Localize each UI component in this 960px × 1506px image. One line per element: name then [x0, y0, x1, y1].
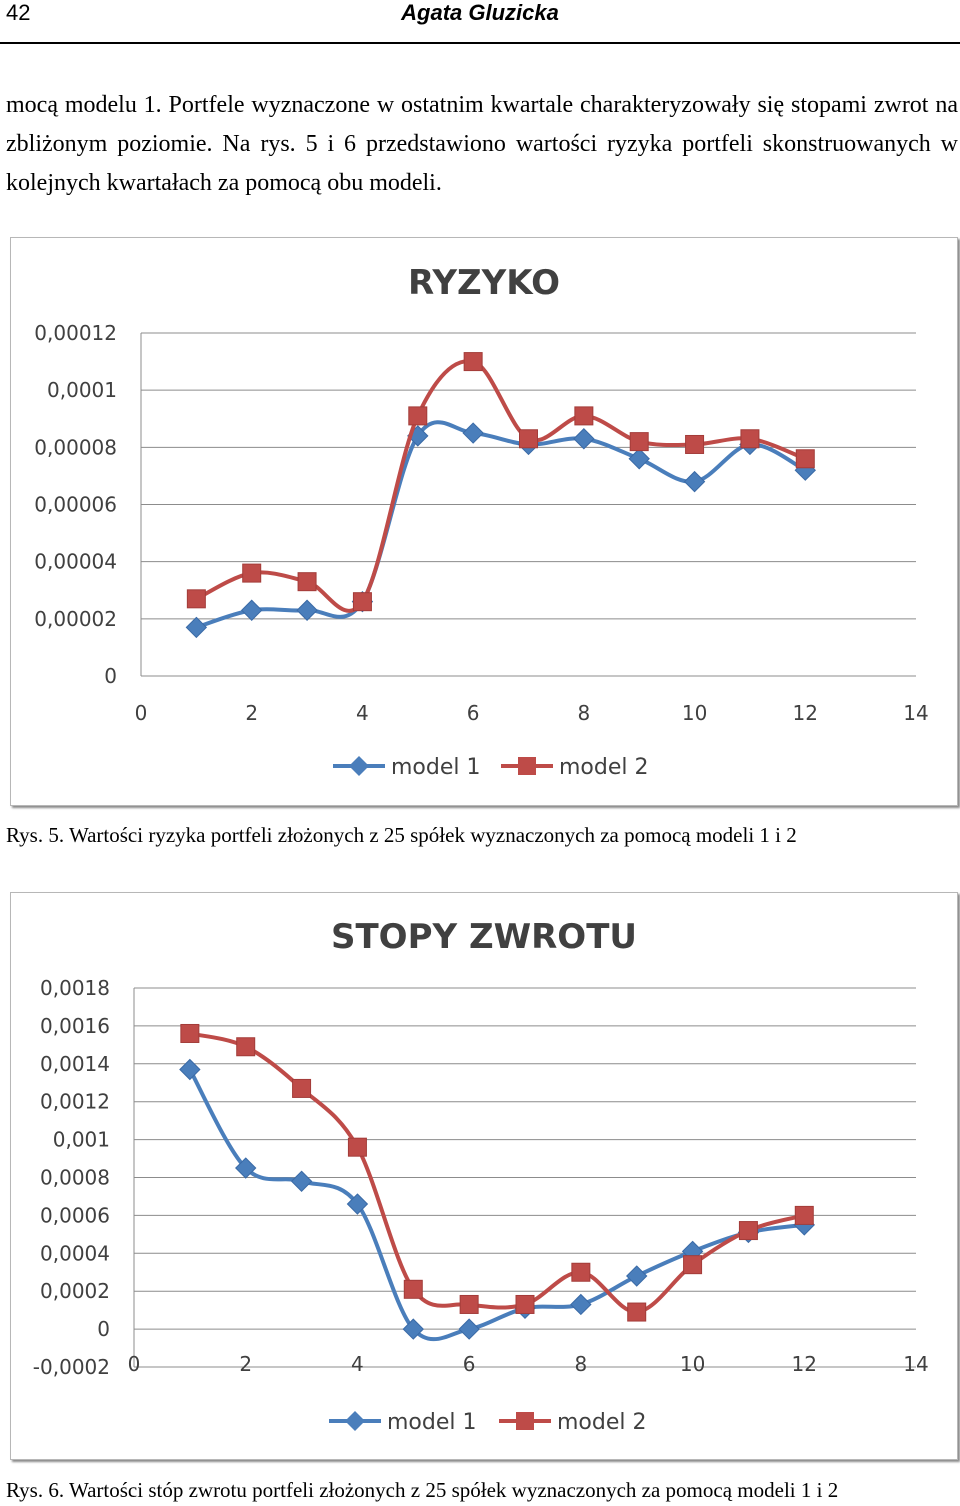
data-point-square [685, 434, 705, 454]
legend-marker-diamond [349, 756, 369, 776]
x-tick-label: 12 [793, 701, 818, 725]
legend-marker-square [516, 1412, 534, 1430]
series-line-model-1 [195, 420, 807, 630]
x-tick-label: 2 [239, 1352, 252, 1376]
data-point-square [403, 1279, 423, 1299]
y-tick-label: 0 [104, 664, 117, 688]
data-point-square [629, 432, 649, 452]
data-point-square [347, 1137, 367, 1157]
data-point-square [297, 572, 317, 592]
figure-6-caption: Rys. 6. Wartości stóp zwrotu portfeli zł… [6, 1478, 839, 1502]
y-tick-label: 0,0012 [40, 1090, 110, 1114]
legend-marker-diamond [345, 1411, 365, 1431]
legend-label: model 1 [387, 1410, 477, 1435]
body-paragraph: mocą modelu 1. Portfele wyznaczone w ost… [6, 92, 958, 196]
data-point-diamond [628, 448, 650, 470]
risk-chart-svg: RYZYKO 0 0,00002 0,00004 0,00006 0,00008 0,000… [34, 263, 928, 780]
y-tick-label: 0,0002 [40, 1279, 110, 1303]
chart-title: STOPY ZWROTU [331, 917, 637, 957]
y-tick-label: 0,00006 [34, 493, 117, 517]
data-point-square [794, 1205, 814, 1225]
data-point-diamond [573, 428, 595, 450]
data-point-square [292, 1078, 312, 1098]
risk-chart: RYZYKO 0 0,00002 0,00004 0,00006 0,00008 0,000… [10, 237, 958, 806]
x-tick-label: 8 [577, 701, 590, 725]
series-line-model-2 [195, 359, 807, 613]
y-tick-label: 0,0004 [40, 1241, 110, 1265]
data-point-square [352, 592, 372, 612]
data-point-square [242, 563, 262, 583]
data-point-diamond [458, 1318, 480, 1340]
y-tick-label: 0 [97, 1317, 110, 1341]
data-point-diamond [185, 616, 208, 639]
y-tick-label: 0,00008 [34, 435, 117, 459]
figure-5-caption: Rys. 5. Wartości ryzyka portfeli złożony… [6, 823, 797, 847]
data-point-diamond [235, 1157, 257, 1179]
data-point-square [519, 429, 538, 449]
x-tick-label: 4 [351, 1352, 364, 1376]
data-point-diamond [626, 1265, 648, 1287]
y-tick-label: 0,001 [53, 1128, 110, 1152]
data-point-square [574, 406, 594, 426]
data-point-square [408, 406, 428, 426]
data-point-square [740, 429, 760, 449]
running-header-author: Agata Gluzicka [401, 0, 559, 25]
page-number: 42 [6, 0, 31, 25]
data-point-square [795, 449, 815, 469]
data-point-diamond [290, 1170, 313, 1192]
y-tick-label: 0,00012 [34, 321, 117, 345]
data-point-diamond [402, 1318, 424, 1340]
legend-label: model 1 [391, 755, 481, 780]
x-tick-label: 6 [463, 1352, 476, 1376]
data-point-square [738, 1221, 758, 1241]
y-tick-label: 0,0001 [47, 378, 117, 402]
x-tick-label: 0 [135, 701, 148, 725]
series-line-model-2 [189, 1031, 805, 1315]
data-point-square [683, 1255, 703, 1275]
x-tick-label: 4 [356, 701, 369, 725]
data-point-diamond [462, 422, 484, 444]
data-point-square [459, 1294, 479, 1314]
x-tick-label: 12 [792, 1352, 817, 1376]
x-tick-label: 14 [903, 701, 928, 725]
data-point-diamond [346, 1193, 369, 1215]
y-tick-label: 0,0014 [40, 1052, 110, 1076]
y-tick-label: 0,00002 [34, 607, 117, 631]
y-tick-label: 0,00004 [34, 550, 117, 574]
returns-chart: STOPY ZWROTU -0,0002 0 0,0002 0,0004 0,0006 0,… [10, 892, 958, 1460]
data-point-diamond [683, 470, 706, 493]
x-tick-label: 14 [903, 1352, 928, 1376]
data-point-square [515, 1294, 535, 1314]
data-point-diamond [179, 1058, 201, 1081]
x-tick-label: 10 [682, 701, 707, 725]
legend-label: model 2 [559, 755, 649, 780]
y-tick-label: 0,0016 [40, 1014, 110, 1038]
y-tick-label: 0,0018 [40, 976, 110, 1000]
data-point-square [627, 1302, 647, 1322]
legend-marker-square [518, 757, 536, 775]
data-point-diamond [570, 1293, 592, 1316]
x-tick-label: 6 [467, 701, 480, 725]
x-tick-label: 2 [245, 701, 258, 725]
x-tick-label: 10 [680, 1352, 705, 1376]
y-tick-label: -0,0002 [33, 1355, 110, 1379]
chart-title: RYZYKO [408, 263, 560, 303]
y-tick-label: 0,0006 [40, 1203, 110, 1227]
data-point-diamond [296, 599, 318, 621]
series-line-model-1 [188, 1068, 805, 1342]
legend-label: model 2 [557, 1410, 647, 1435]
x-tick-label: 8 [574, 1352, 587, 1376]
y-tick-label: 0,0008 [40, 1166, 110, 1190]
x-tick-label: 0 [128, 1352, 141, 1376]
returns-chart-svg: STOPY ZWROTU -0,0002 0 0,0002 0,0004 0,0006 0,… [33, 917, 929, 1435]
data-point-square [180, 1023, 200, 1043]
data-point-square [236, 1037, 256, 1057]
data-point-square [186, 589, 206, 609]
data-point-diamond [241, 599, 263, 621]
header-rule [0, 42, 960, 44]
data-point-square [571, 1262, 591, 1282]
data-point-square [463, 352, 483, 372]
